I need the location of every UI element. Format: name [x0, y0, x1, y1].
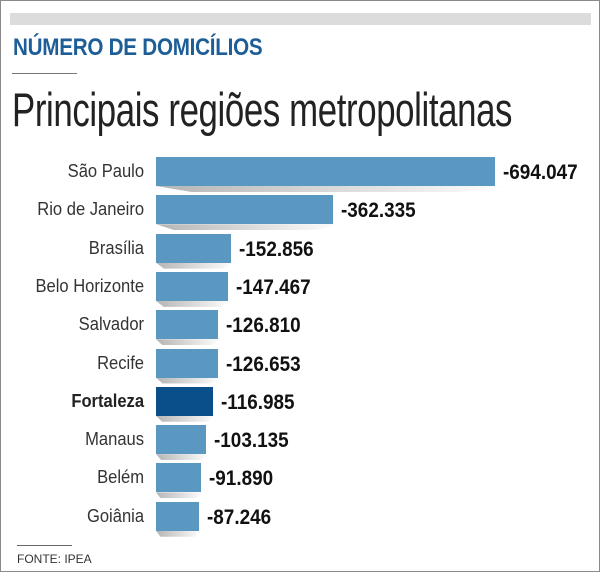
bar-shadow [156, 339, 222, 346]
bar-row: São Paulo -694.047 [0, 157, 600, 195]
bar-shadow [156, 186, 512, 192]
bar-shadow [156, 454, 209, 461]
bar [156, 310, 218, 340]
bar [156, 348, 218, 378]
value-label: -103.135 [214, 429, 289, 453]
value-label: -126.810 [225, 314, 301, 338]
bar [156, 425, 207, 455]
value-label: -147.467 [236, 275, 311, 299]
category-label: Brasília [88, 237, 144, 258]
bar-shadow [156, 377, 221, 384]
value-label: -126.653 [225, 352, 301, 376]
bar-row: Fortaleza -116.985 [0, 386, 600, 425]
category-label: Belém [97, 467, 144, 488]
category-label: São Paulo [67, 161, 144, 181]
category-label: Manaus [85, 429, 144, 450]
bar [156, 157, 495, 186]
source-note: FONTE: IPEA [17, 552, 92, 566]
top-band [10, 13, 591, 25]
category-label: Fortaleza [71, 390, 144, 411]
value-label: -91.890 [208, 467, 273, 491]
bar-shadow [156, 415, 216, 422]
category-label: Recife [97, 352, 144, 373]
category-label: Goiânia [86, 505, 144, 526]
bar-shadow [156, 492, 204, 499]
bar-shadow [156, 262, 235, 269]
value-label: -694.047 [503, 161, 578, 184]
bar [156, 195, 333, 225]
value-label: -152.856 [238, 237, 314, 261]
bar-row: Brasília -152.856 [0, 233, 600, 272]
category-label: Belo Horizonte [35, 275, 144, 296]
bar-row: Salvador -126.810 [0, 310, 600, 348]
bar-shadow [156, 224, 342, 231]
bar-row: Belém -91.890 [0, 463, 600, 501]
chart-kicker: NÚMERO DE DOMICÍLIOS [13, 34, 263, 61]
bar [156, 233, 231, 263]
category-label: Rio de Janeiro [37, 199, 144, 220]
divider [17, 545, 72, 546]
bar [156, 271, 229, 301]
bar [156, 463, 201, 493]
value-label: -116.985 [221, 390, 295, 414]
bar [156, 386, 214, 416]
bar-row: Rio de Janeiro -362.335 [0, 195, 600, 233]
divider [12, 73, 77, 74]
bar-shadow [156, 300, 232, 307]
bar-row: Belo Horizonte -147.467 [0, 271, 600, 310]
bar [156, 501, 199, 531]
bar-row: Recife -126.653 [0, 348, 600, 387]
bar-shadow [156, 530, 201, 537]
bar-row: Manaus -103.135 [0, 425, 600, 463]
value-label: -87.246 [206, 505, 271, 529]
category-label: Salvador [78, 314, 144, 335]
value-label: -362.335 [340, 199, 416, 223]
chart-title: Principais regiões metropolitanas [12, 83, 513, 136]
bar-row: Goiânia -87.246 [0, 501, 600, 540]
